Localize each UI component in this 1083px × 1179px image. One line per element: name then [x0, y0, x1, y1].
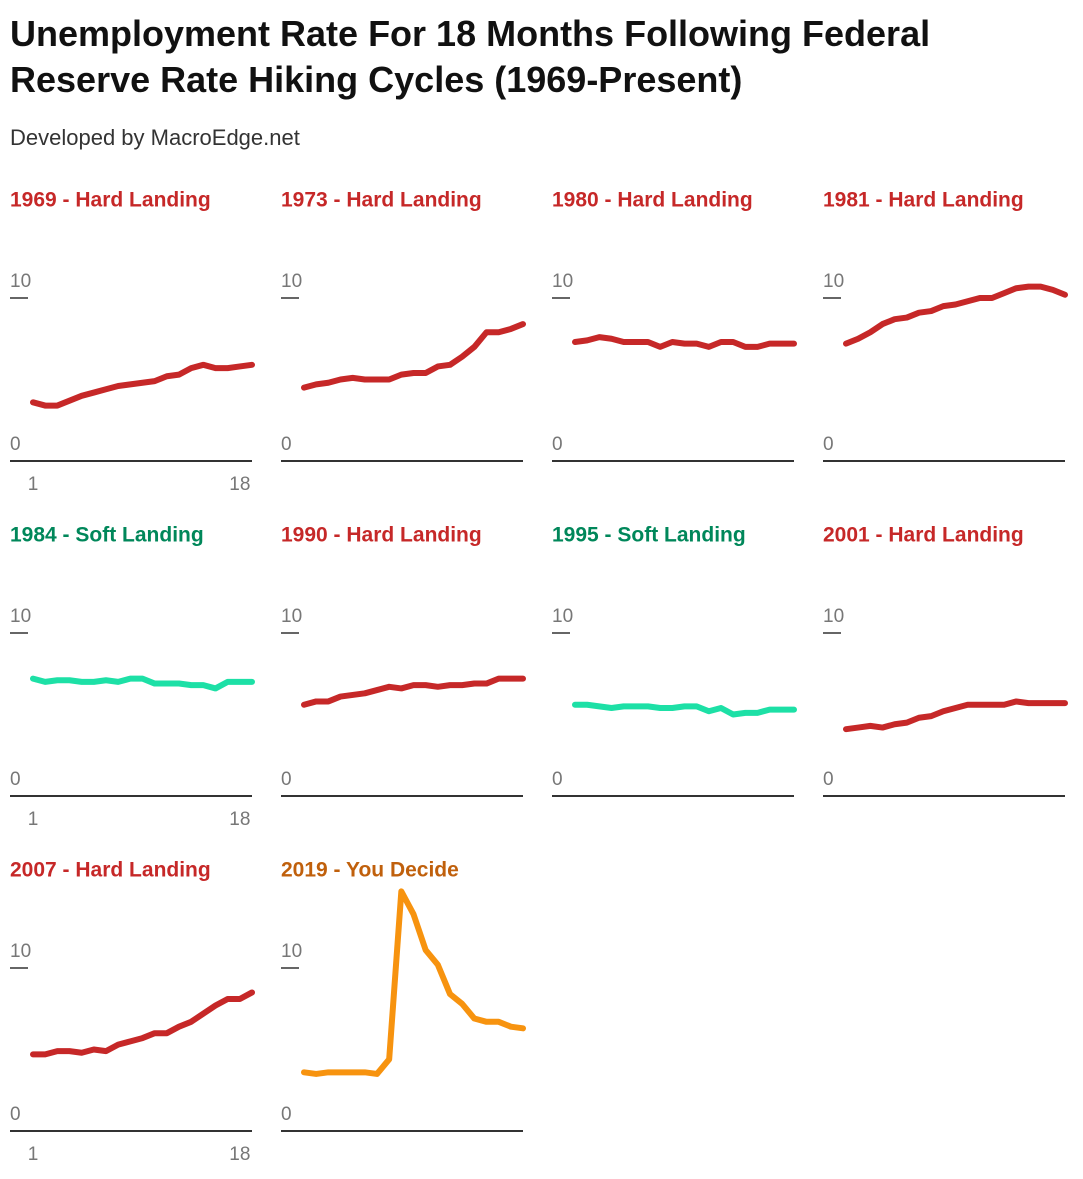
series-line — [301, 675, 526, 708]
panel-title: 2019 - You Decide — [281, 859, 459, 882]
y-tick-label: 10 — [552, 606, 573, 627]
x-tick-label: 1 — [28, 474, 39, 495]
y-tick-label: 10 — [823, 271, 844, 292]
series-line — [30, 361, 255, 409]
y-tick-label: 0 — [552, 434, 563, 455]
x-tick-label: 18 — [229, 809, 250, 830]
y-tick-label: 10 — [10, 941, 31, 962]
panel-title: 1984 - Soft Landing — [10, 524, 204, 547]
y-tick-label: 10 — [552, 271, 573, 292]
panel-title: 1995 - Soft Landing — [552, 524, 746, 547]
chart-subtitle: Developed by MacroEdge.net — [10, 125, 300, 150]
x-tick-label: 1 — [28, 809, 39, 830]
series-line — [301, 321, 526, 391]
series-line — [30, 675, 255, 692]
y-tick-label: 0 — [281, 769, 292, 790]
y-tick-label: 0 — [823, 769, 834, 790]
panel-title: 1990 - Hard Landing — [281, 524, 482, 547]
series-line — [572, 701, 797, 718]
chart-title: Unemployment Rate For 18 Months Followin… — [10, 13, 930, 100]
y-tick-label: 0 — [552, 769, 563, 790]
panel-title: 1980 - Hard Landing — [552, 189, 753, 212]
series-line — [301, 888, 526, 1077]
series-line — [30, 989, 255, 1058]
x-tick-label: 18 — [229, 474, 250, 495]
y-tick-label: 10 — [823, 606, 844, 627]
y-tick-label: 10 — [10, 606, 31, 627]
panel-title: 1981 - Hard Landing — [823, 189, 1024, 212]
y-tick-label: 0 — [10, 769, 21, 790]
panel-title: 1973 - Hard Landing — [281, 189, 482, 212]
y-tick-label: 10 — [281, 271, 302, 292]
panel-title: 2001 - Hard Landing — [823, 524, 1024, 547]
y-tick-label: 10 — [281, 941, 302, 962]
y-tick-label: 0 — [10, 1104, 21, 1125]
y-tick-label: 0 — [281, 1104, 292, 1125]
panel-title: 2007 - Hard Landing — [10, 859, 211, 882]
y-tick-label: 0 — [823, 434, 834, 455]
series-line — [572, 334, 797, 350]
x-tick-label: 18 — [229, 1144, 250, 1165]
y-tick-label: 10 — [281, 606, 302, 627]
series-line — [843, 698, 1068, 733]
x-tick-label: 1 — [28, 1144, 39, 1165]
y-tick-label: 10 — [10, 271, 31, 292]
series-line — [843, 283, 1068, 347]
y-tick-label: 0 — [10, 434, 21, 455]
panel-title: 1969 - Hard Landing — [10, 189, 211, 212]
y-tick-label: 0 — [281, 434, 292, 455]
